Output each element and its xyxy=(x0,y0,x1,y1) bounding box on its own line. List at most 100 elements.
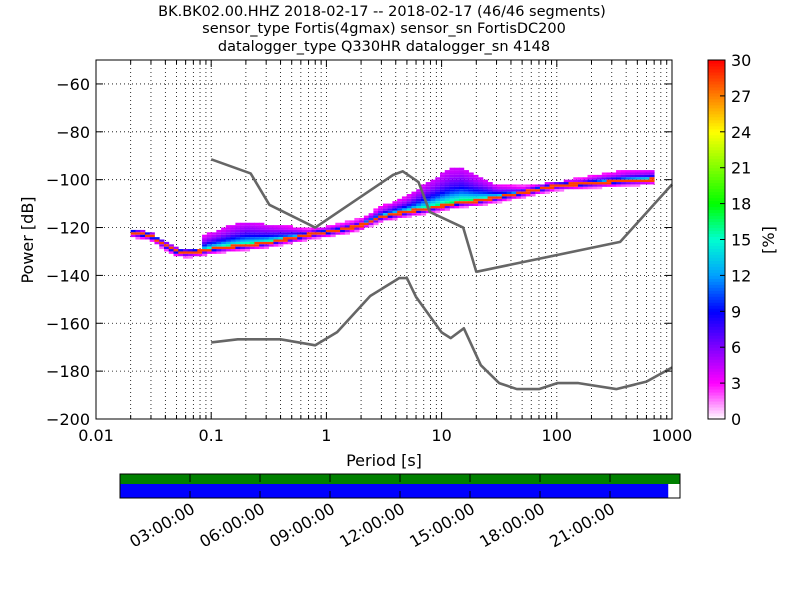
heatmap-cell xyxy=(278,225,284,228)
heatmap-cell xyxy=(554,182,560,185)
heatmap-cell xyxy=(630,177,636,180)
colorbar-segment xyxy=(708,311,725,315)
heatmap-cell xyxy=(487,198,493,202)
heatmap-cell xyxy=(635,172,641,175)
heatmap-cell xyxy=(506,194,512,197)
heatmap-cell xyxy=(392,203,398,206)
heatmap-cell xyxy=(501,189,508,192)
colorbar-segment xyxy=(708,278,725,282)
heatmap-cell xyxy=(244,227,251,230)
heatmap-cell xyxy=(382,205,389,209)
heatmap-cell xyxy=(635,170,641,173)
heatmap-cell xyxy=(259,239,265,242)
heatmap-cell xyxy=(563,182,569,185)
heatmap-cell xyxy=(516,189,522,192)
heatmap-cell xyxy=(273,244,279,247)
heatmap-cell xyxy=(430,179,436,183)
heatmap-cell xyxy=(254,244,260,247)
heatmap-cell xyxy=(449,191,455,195)
heatmap-cell xyxy=(287,234,293,238)
colorbar-segment xyxy=(708,155,725,160)
heatmap-cell xyxy=(449,167,455,171)
heatmap-cell xyxy=(482,203,488,206)
heatmap-cell xyxy=(397,201,403,204)
heatmap-cell xyxy=(459,172,465,175)
heatmap-cell xyxy=(373,215,379,218)
heatmap-cell xyxy=(401,198,408,202)
heatmap-cell xyxy=(387,217,393,221)
heatmap-cell xyxy=(259,234,265,238)
heatmap-cell xyxy=(349,220,355,223)
heatmap-cell xyxy=(240,244,246,247)
heatmap-cell xyxy=(492,194,498,197)
colorbar-segment xyxy=(708,62,725,67)
heatmap-cell xyxy=(230,237,236,240)
heatmap-cell xyxy=(278,237,284,240)
x-axis: 0.01 0.1 1 10 100 1000 xyxy=(78,60,692,445)
heatmap-cell xyxy=(420,198,427,202)
heatmap-cell xyxy=(268,229,274,233)
heatmap-cell xyxy=(268,241,274,245)
heatmap-cell xyxy=(616,184,622,187)
colorbar-tick-label: 15 xyxy=(731,231,751,250)
heatmap-cell xyxy=(178,249,184,252)
heatmap-cell xyxy=(620,179,626,183)
heatmap-cell xyxy=(520,184,527,187)
colorbar-tick-label: 12 xyxy=(731,266,751,285)
heatmap-cell xyxy=(459,201,465,204)
heatmap-cell xyxy=(425,201,431,204)
heatmap-cell xyxy=(578,182,584,185)
heatmap-cell xyxy=(273,227,279,230)
heatmap-cell xyxy=(459,184,465,187)
heatmap-cell xyxy=(544,182,550,185)
heatmap-cell xyxy=(478,194,484,197)
heatmap-cell xyxy=(340,232,346,235)
colorbar-segment xyxy=(708,149,725,154)
colorbar-tick-label: 21 xyxy=(731,159,751,178)
heatmap-cell xyxy=(411,198,417,202)
heatmap-cell xyxy=(558,182,565,185)
heatmap-cell xyxy=(644,177,650,180)
heatmap-cell xyxy=(611,172,617,175)
heatmap-cell xyxy=(440,203,446,206)
heatmap-cell xyxy=(282,234,289,238)
heatmap-cell xyxy=(420,213,427,216)
heatmap-cell xyxy=(487,186,493,190)
colorbar-segment xyxy=(708,344,725,348)
heatmap-cell xyxy=(282,227,289,230)
heatmap-cell xyxy=(140,234,146,238)
heatmap-cell xyxy=(225,225,232,228)
heatmap-cell xyxy=(454,189,460,192)
heatmap-cell xyxy=(535,186,541,190)
heatmap-cell xyxy=(387,203,393,206)
heatmap-cell xyxy=(420,186,427,190)
heatmap-cell xyxy=(306,229,312,233)
heatmap-cell xyxy=(163,241,170,245)
heatmap-cell xyxy=(449,179,455,183)
heatmap-cell xyxy=(482,182,488,185)
heatmap-cell xyxy=(539,191,546,195)
heatmap-cell xyxy=(449,174,455,178)
heatmap-cell xyxy=(216,251,222,254)
heatmap-cell xyxy=(587,184,593,187)
heatmap-cell xyxy=(606,184,612,187)
heatmap-cell xyxy=(259,227,265,230)
colorbar: 0 3 6 9 12 15 18 21 24 27 30 [%] xyxy=(707,51,778,429)
heatmap-cell xyxy=(606,172,612,175)
heatmap-cell xyxy=(630,170,636,173)
heatmap-cell xyxy=(378,213,384,216)
heatmap-cell xyxy=(235,222,241,226)
heatmap-cell xyxy=(230,239,236,242)
timeline-tick-label: 15:00:00 xyxy=(406,499,478,551)
colorbar-segment xyxy=(708,266,725,270)
heatmap-cell xyxy=(420,203,427,206)
colorbar-segment xyxy=(708,215,725,220)
heatmap-cell xyxy=(368,217,374,221)
heatmap-cell xyxy=(473,189,479,192)
heatmap-cell xyxy=(463,191,469,195)
heatmap-cell xyxy=(282,241,289,245)
heatmap-cell xyxy=(330,229,336,233)
heatmap-cell xyxy=(287,232,293,235)
heatmap-cell xyxy=(206,246,212,250)
heatmap-cell xyxy=(268,239,274,242)
